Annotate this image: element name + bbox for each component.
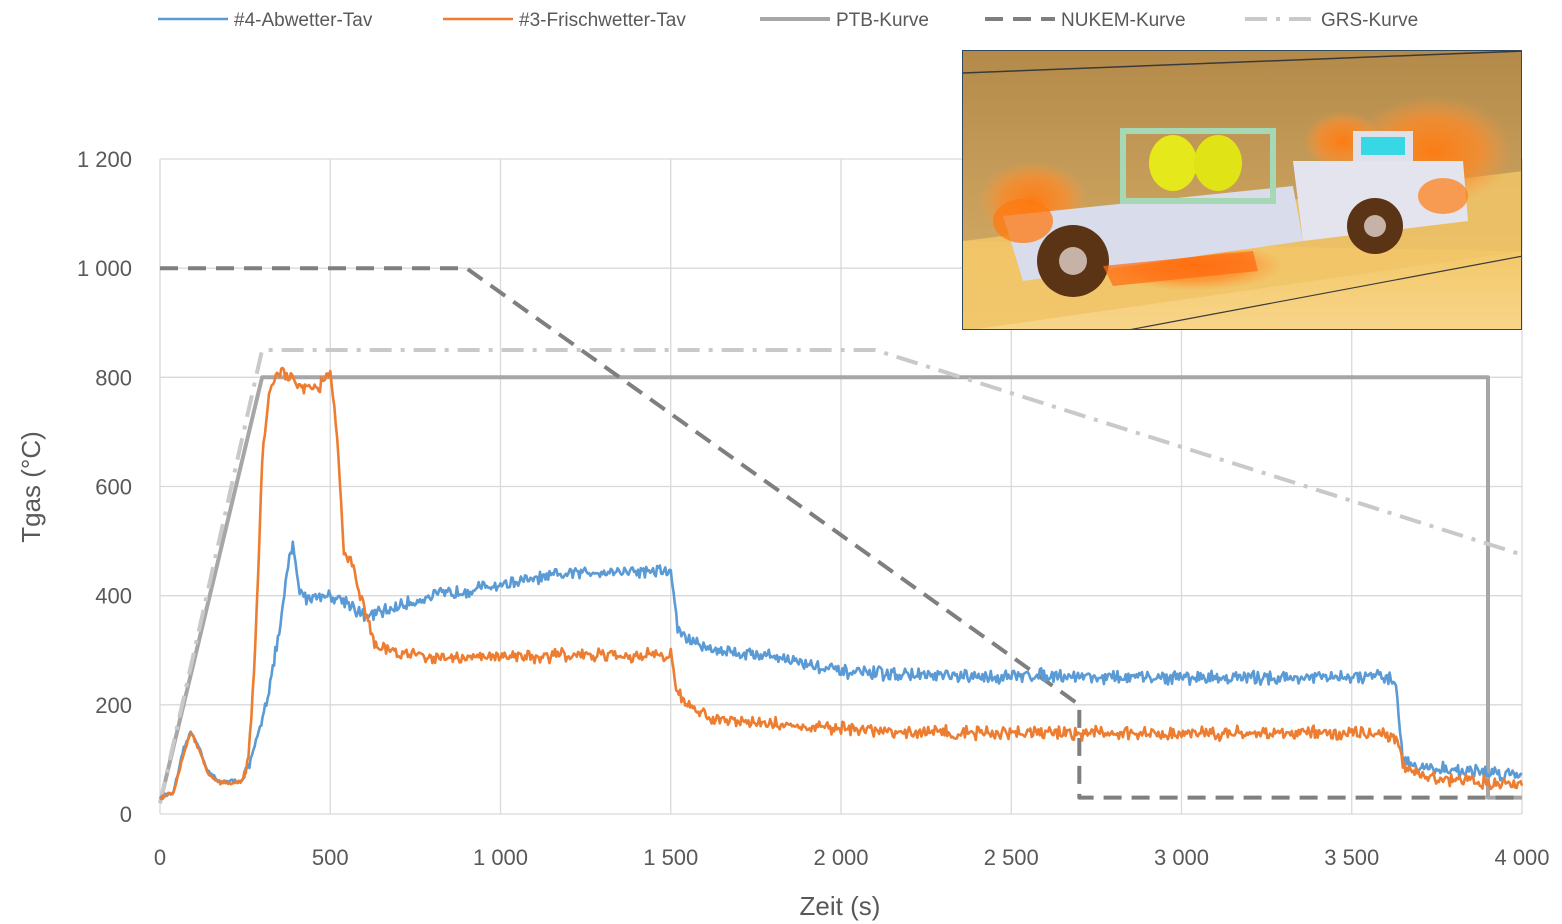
y-tick-label: 400 [95,584,132,609]
legend: #4-Abwetter-Tav #3-Frischwetter-Tav PTB-Ku… [158,10,1418,31]
y-tick-label: 200 [95,693,132,718]
tick-labels: 0 500 1 000 1 500 2 000 2 500 3 000 3 500 4 000 0… [77,147,1550,870]
vehicle-fire-illustration [962,50,1522,330]
x-tick-label: 3 500 [1324,845,1379,870]
x-tick-label: 4 000 [1494,845,1549,870]
y-tick-label: 1 000 [77,256,132,281]
legend-label-4: NUKEM-Kurve [1061,10,1186,31]
series-line-4 [160,266,1522,800]
x-tick-label: 500 [312,845,349,870]
series-line-2 [159,366,1524,801]
x-tick-label: 1 000 [473,845,528,870]
legend-label-1: #4-Abwetter-Tav [234,10,373,31]
y-tick-label: 600 [95,475,132,500]
x-axis-title: Zeit (s) [800,891,881,921]
y-tick-label: 800 [95,365,132,390]
legend-label-5: GRS-Kurve [1321,10,1418,31]
vehicle-fire-image [963,51,1521,329]
x-tick-label: 2 500 [984,845,1039,870]
x-tick-label: 1 500 [643,845,698,870]
series-line-1 [159,540,1523,801]
series-line-5 [158,348,1523,804]
legend-label-2: #3-Frischwetter-Tav [519,10,686,31]
x-tick-label: 3 000 [1154,845,1209,870]
x-tick-label: 2 000 [813,845,868,870]
y-tick-label: 0 [120,802,132,827]
y-axis-title: Tgas (°C) [16,431,46,543]
y-tick-label: 1 200 [77,147,132,172]
x-tick-label: 0 [154,845,166,870]
legend-label-3: PTB-Kurve [836,10,929,31]
series-layer [158,266,1524,804]
